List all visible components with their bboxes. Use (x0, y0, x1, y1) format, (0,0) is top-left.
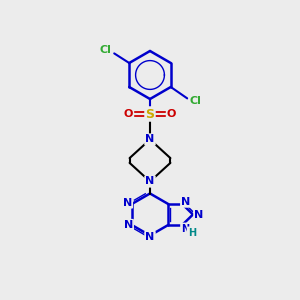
Text: N: N (146, 134, 154, 145)
Text: N: N (146, 176, 154, 187)
Text: O: O (167, 109, 176, 119)
Text: N: N (194, 209, 204, 220)
Text: N: N (146, 232, 154, 242)
Text: O: O (124, 109, 133, 119)
Text: Cl: Cl (189, 96, 201, 106)
Text: N: N (124, 220, 133, 230)
Text: H: H (188, 227, 196, 238)
Text: S: S (146, 107, 154, 121)
Text: Cl: Cl (100, 45, 112, 55)
Text: N: N (181, 224, 189, 234)
Text: N: N (123, 197, 132, 208)
Text: N: N (181, 196, 190, 207)
